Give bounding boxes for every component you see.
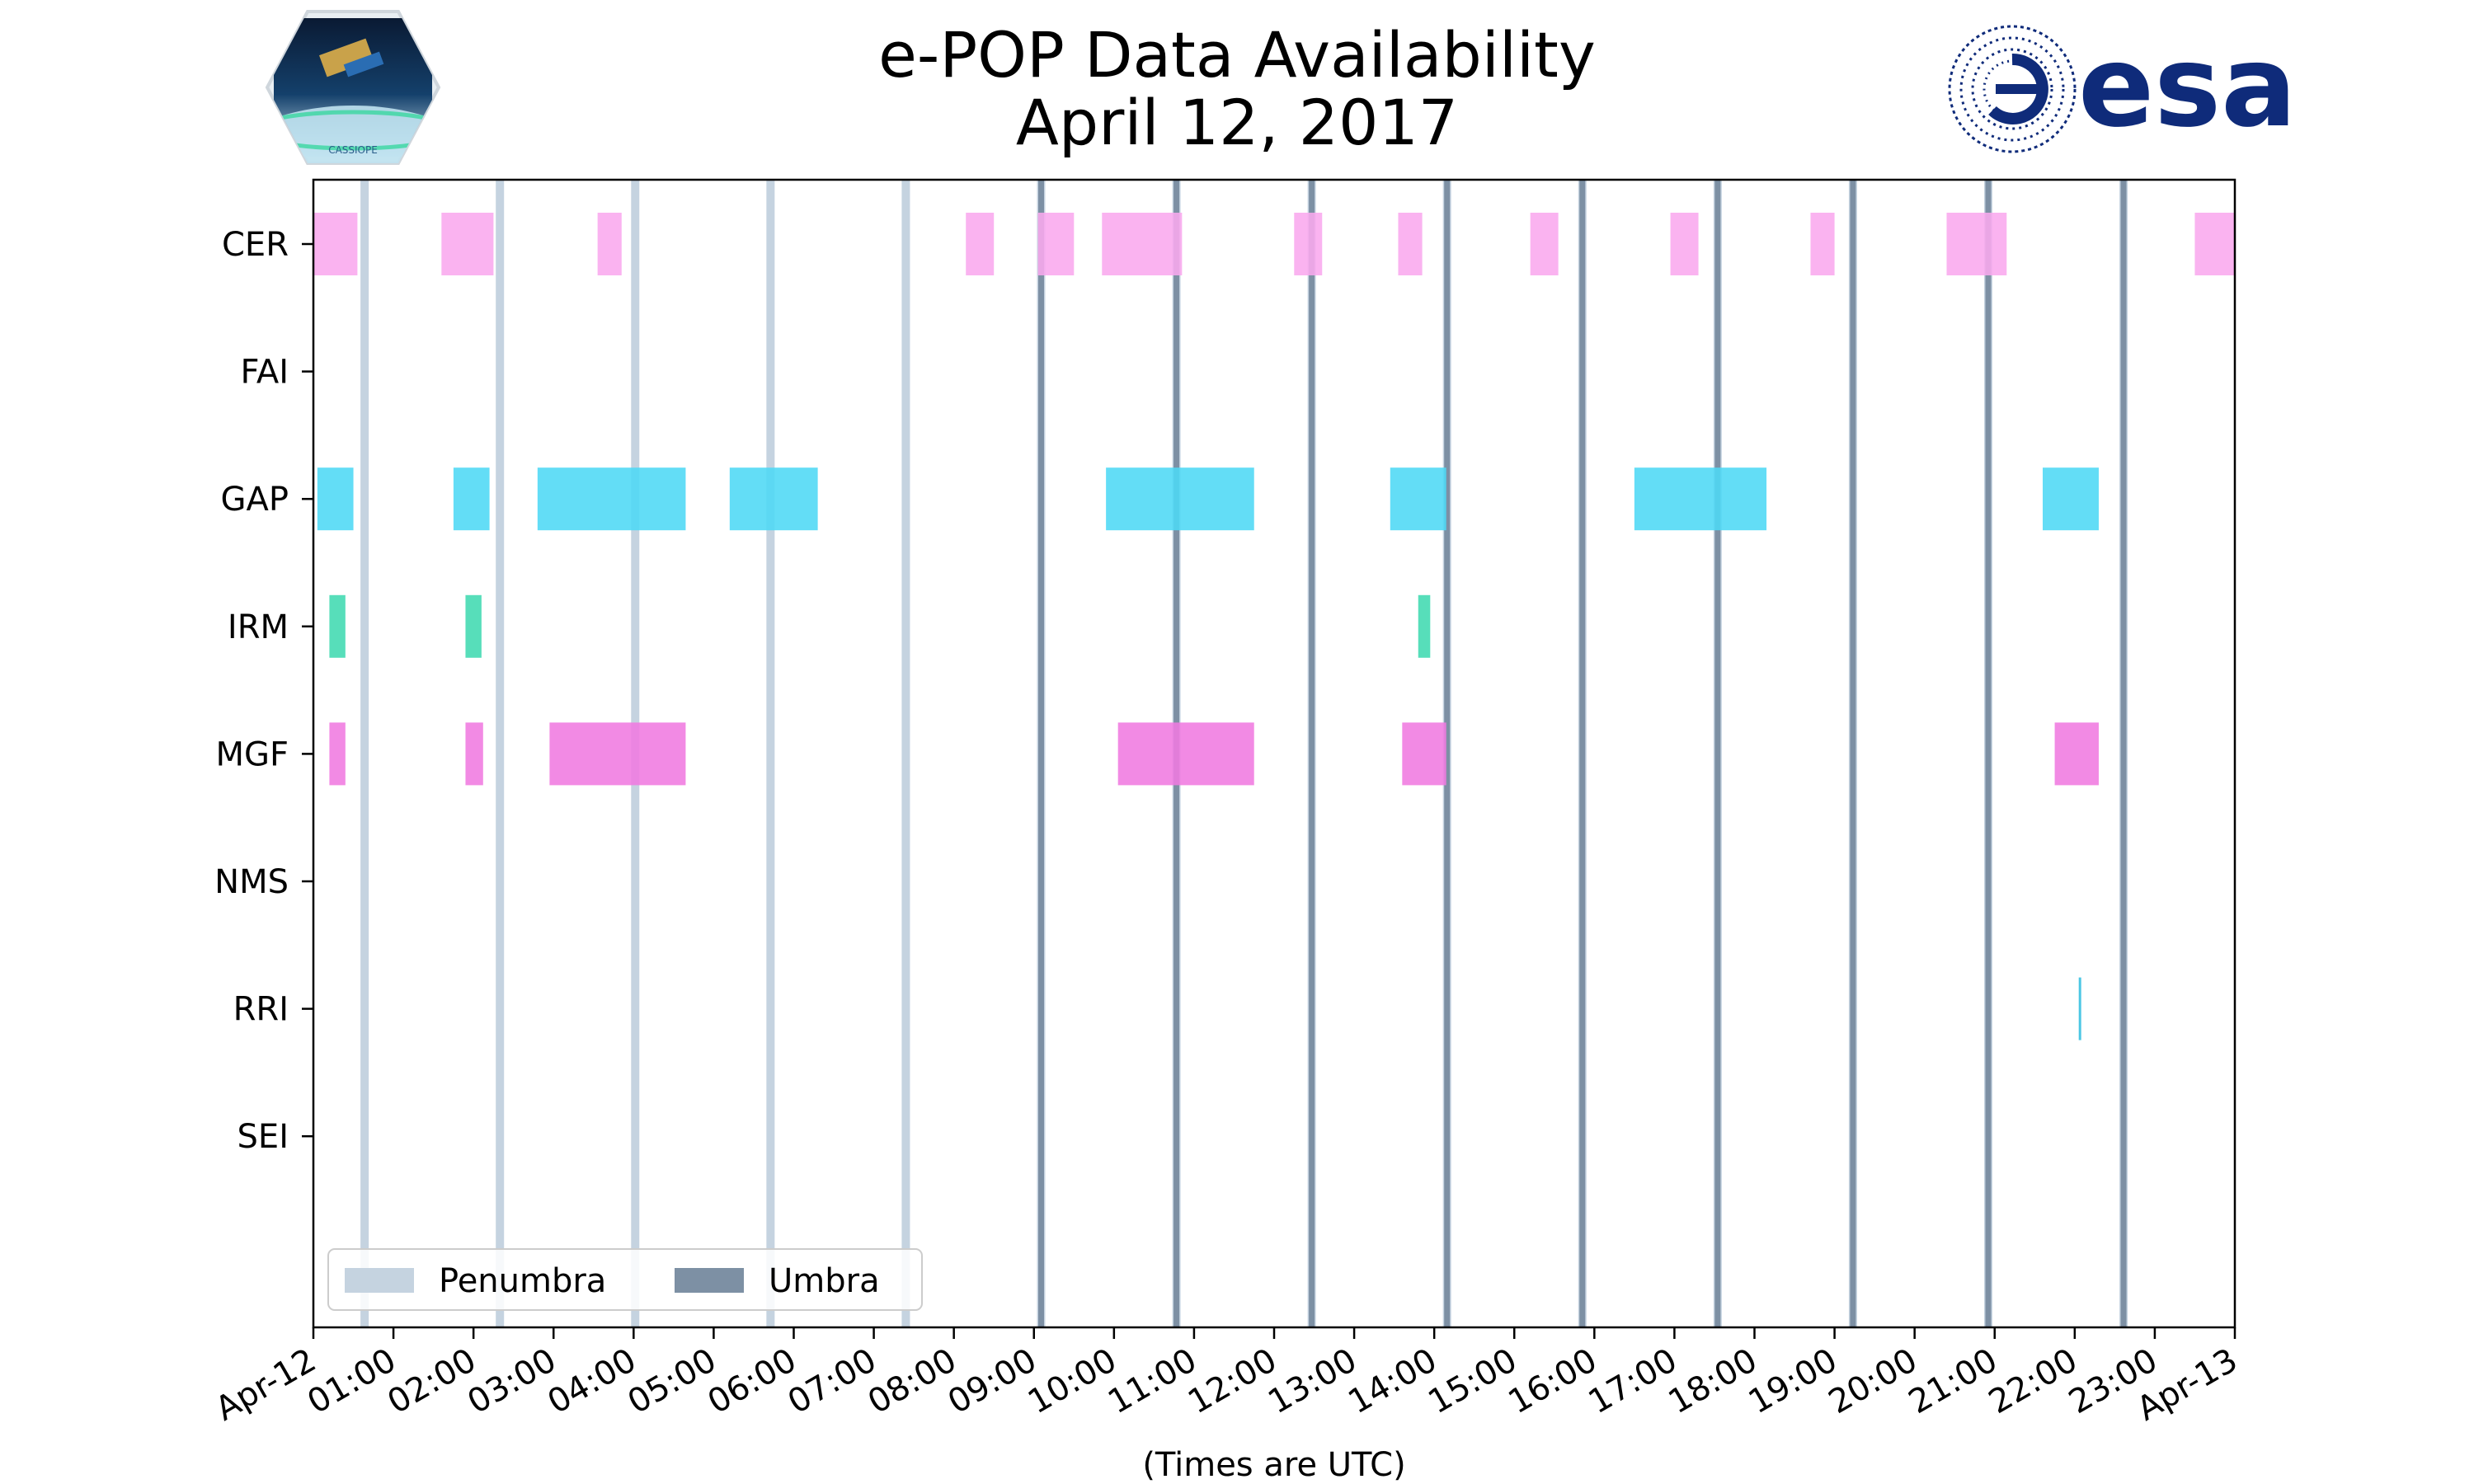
cer-bar bbox=[1037, 213, 1075, 275]
irm-bar bbox=[465, 594, 482, 658]
mgf-bar bbox=[329, 722, 346, 786]
y-tick-label: IRM bbox=[228, 608, 289, 646]
umbra-line bbox=[1309, 180, 1315, 1327]
cer-bar bbox=[2194, 213, 2235, 275]
legend-box bbox=[327, 1248, 923, 1311]
y-tick-label: FAI bbox=[241, 354, 289, 392]
x-tick-label: 17:00 bbox=[1583, 1341, 1684, 1421]
x-tick-label: Apr-12 bbox=[209, 1341, 322, 1429]
x-tick-label: 11:00 bbox=[1102, 1341, 1203, 1421]
cer-bar bbox=[1670, 213, 1699, 275]
x-axis-label: (Times are UTC) bbox=[1142, 1446, 1405, 1484]
gap-bar bbox=[453, 467, 490, 531]
x-tick-label: 21:00 bbox=[1903, 1341, 2004, 1421]
umbra-legend-label: Umbra bbox=[769, 1262, 880, 1300]
cer-bar bbox=[1946, 213, 2007, 275]
mgf-bar bbox=[1117, 722, 1254, 786]
gap-bar bbox=[2043, 467, 2099, 531]
data-bars bbox=[313, 213, 2235, 1040]
x-tick-label: 06:00 bbox=[702, 1341, 803, 1421]
penumbra-line bbox=[901, 180, 910, 1327]
esa-swirl-icon bbox=[1948, 25, 2077, 153]
legend: Penumbra Umbra bbox=[327, 1248, 923, 1311]
penumbra-line bbox=[496, 180, 505, 1327]
mgf-bar bbox=[549, 722, 686, 786]
x-tick-label: 22:00 bbox=[1982, 1341, 2084, 1421]
irm-bar bbox=[329, 594, 346, 658]
cer-bar bbox=[441, 213, 494, 275]
x-tick-label: 14:00 bbox=[1342, 1341, 1443, 1421]
esa-logo: esa bbox=[1948, 22, 2297, 153]
y-tick-label: RRI bbox=[233, 991, 289, 1029]
chart-title-line2: April 12, 2017 bbox=[1015, 86, 1459, 159]
x-tick-label: 09:00 bbox=[942, 1341, 1043, 1421]
x-tick-label: 15:00 bbox=[1422, 1341, 1523, 1421]
umbra-line bbox=[1985, 180, 1992, 1327]
cer-bar bbox=[313, 213, 358, 275]
x-tick-label: 01:00 bbox=[301, 1341, 402, 1421]
y-tick-label: SEI bbox=[238, 1118, 289, 1156]
cer-bar bbox=[1398, 213, 1423, 275]
x-tick-label: 07:00 bbox=[782, 1341, 883, 1421]
umbra-line bbox=[1850, 180, 1856, 1327]
cassiope-logo-text: CASSIOPE bbox=[328, 144, 378, 156]
x-tick-label: 05:00 bbox=[622, 1341, 723, 1421]
umbra-legend-swatch bbox=[675, 1268, 744, 1293]
y-tick-label: CER bbox=[222, 226, 289, 264]
x-tick-label: 20:00 bbox=[1823, 1341, 1924, 1421]
cassiope-logo: CASSIOPE bbox=[265, 10, 441, 165]
y-axis: CER FAI GAP IRM MGF NMS RRI SEI bbox=[214, 226, 313, 1156]
cer-bar bbox=[1810, 213, 1835, 275]
x-tick-label: 16:00 bbox=[1502, 1341, 1603, 1421]
gap-bar bbox=[729, 467, 818, 531]
gap-bar bbox=[1106, 467, 1254, 531]
x-tick-label: 19:00 bbox=[1743, 1341, 1844, 1421]
gap-bar bbox=[1390, 467, 1446, 531]
umbra-line bbox=[1037, 180, 1044, 1327]
mgf-bar bbox=[465, 722, 483, 786]
x-tick-label: 04:00 bbox=[541, 1341, 642, 1421]
x-tick-label: 10:00 bbox=[1022, 1341, 1123, 1421]
y-tick-label: MGF bbox=[215, 735, 289, 773]
penumbra-line bbox=[360, 180, 369, 1327]
gap-bar bbox=[1634, 467, 1767, 531]
x-tick-label: 18:00 bbox=[1663, 1341, 1764, 1421]
umbra-line bbox=[1444, 180, 1451, 1327]
gap-bar bbox=[317, 467, 354, 531]
y-tick-label: NMS bbox=[214, 863, 289, 901]
gap-bar bbox=[537, 467, 686, 531]
cer-bar bbox=[966, 213, 995, 275]
esa-logo-text: esa bbox=[2078, 22, 2297, 153]
x-axis: Apr-1201:0002:0003:0004:0005:0006:0007:0… bbox=[209, 1327, 2244, 1429]
x-tick-label: 12:00 bbox=[1182, 1341, 1283, 1421]
cer-bar bbox=[597, 213, 622, 275]
chart-title-line1: e-POP Data Availability bbox=[878, 18, 1596, 92]
y-tick-label: GAP bbox=[221, 481, 289, 519]
mgf-bar bbox=[2054, 722, 2099, 786]
x-tick-label: 02:00 bbox=[381, 1341, 482, 1421]
penumbra-legend-swatch bbox=[345, 1268, 414, 1293]
cer-bar bbox=[1294, 213, 1323, 275]
mgf-bar bbox=[1402, 722, 1446, 786]
penumbra-line bbox=[766, 180, 775, 1327]
irm-bar bbox=[1418, 594, 1431, 658]
rri-bar bbox=[2078, 977, 2081, 1040]
cer-bar bbox=[1102, 213, 1183, 275]
umbra-line bbox=[1579, 180, 1586, 1327]
umbra-line bbox=[2120, 180, 2127, 1327]
cer-bar bbox=[1530, 213, 1559, 275]
x-tick-label: 13:00 bbox=[1262, 1341, 1363, 1421]
x-tick-label: 03:00 bbox=[461, 1341, 562, 1421]
x-tick-label: 08:00 bbox=[862, 1341, 963, 1421]
penumbra-legend-label: Penumbra bbox=[439, 1262, 606, 1300]
umbra-line bbox=[1714, 180, 1721, 1327]
